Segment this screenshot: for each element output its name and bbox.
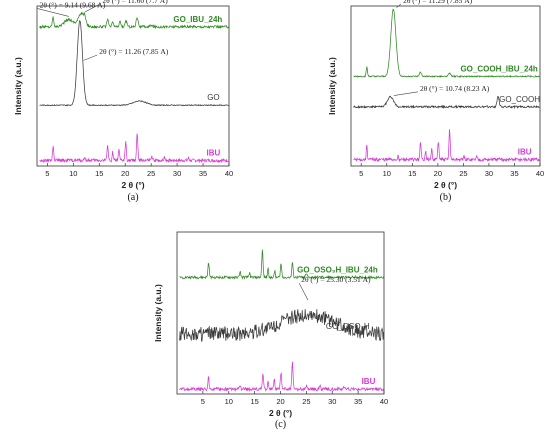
x-tick-label: 30	[485, 169, 493, 178]
panel-b: 5 10 15 20 25 30 35 40 2 θ (°) Intensity (a.u.) GO…	[327, 0, 544, 203]
series-line-go-cooh	[353, 95, 541, 110]
x-tick-label: 40	[380, 397, 388, 406]
x-tick-label: 25	[459, 169, 467, 178]
series-line-go-ibu-24h	[39, 11, 230, 30]
x-tick-label: 35	[199, 169, 207, 178]
series-line-go-oso-h-ibu-24h	[179, 249, 385, 280]
peak-annotation: 2θ (°) = 11.60 (7.7 A)	[102, 0, 168, 5]
panel-a: 5 10 15 20 25 30 35 40 2 θ (°) Intensity (a.u.) GO…	[13, 0, 233, 203]
panel-caption: (c)	[275, 419, 286, 430]
annotation-arrow	[298, 283, 309, 301]
x-axis-label: 2 θ (°)	[121, 180, 144, 190]
panel-c: 5 10 15 20 25 30 35 40 2 θ (°) Intensity (a.u.) GO…	[153, 231, 388, 430]
x-tick-label: 15	[250, 397, 258, 406]
x-tick-label: 25	[147, 169, 155, 178]
series-label: IBU	[362, 377, 376, 386]
x-tick-label: 15	[408, 169, 416, 178]
x-axis-label: 2 θ (°)	[269, 408, 292, 418]
annotation-arrow	[37, 8, 69, 17]
peak-annotation: 2θ (°) = 25.30 (3.51 A)	[301, 275, 371, 284]
panel-caption: (a)	[127, 192, 138, 203]
x-tick-label: 25	[302, 397, 310, 406]
x-tick-label: 10	[383, 169, 391, 178]
y-axis-label: Intensity (a.u.)	[153, 284, 163, 342]
series-line-go-cooh-ibu-24h	[353, 8, 541, 78]
x-tick-label: 5	[359, 169, 363, 178]
x-tick-label: 35	[510, 169, 518, 178]
x-tick-label: 30	[173, 169, 181, 178]
y-axis-label: Intensity (a.u.)	[13, 57, 23, 115]
series-line-ibu	[179, 361, 385, 393]
peak-annotation: 2θ (°) = 11.29 (7.85 A)	[403, 0, 473, 5]
x-tick-label: 20	[434, 169, 442, 178]
annotation-arrow	[84, 3, 101, 13]
peak-annotation: 2θ (°) = 10.74 (8.23 A)	[420, 84, 490, 93]
x-tick-label: 5	[45, 169, 49, 178]
series-label: GO_OSO₃H	[326, 322, 370, 331]
series-label: GO_COOH	[499, 95, 540, 104]
series-label: IBU	[207, 148, 221, 157]
plot-frame	[176, 231, 385, 395]
series-label: GO_OSO₃H_IBU_24h	[297, 265, 378, 274]
series-line-ibu	[353, 129, 541, 163]
x-tick-label: 20	[276, 397, 284, 406]
x-tick-label: 30	[328, 397, 336, 406]
x-tick-label: 10	[69, 169, 77, 178]
series-line-go-oso-h	[179, 309, 385, 342]
x-tick-label: 35	[354, 397, 362, 406]
x-tick-label: 40	[536, 169, 544, 178]
plot-frame	[350, 5, 541, 167]
annotation-arrow	[393, 91, 419, 96]
series-label: GO_IBU_24h	[173, 15, 222, 24]
series-label: GO	[207, 93, 219, 102]
plot-frame	[36, 5, 230, 167]
x-axis-label: 2 θ (°)	[434, 180, 457, 190]
x-tick-label: 10	[225, 397, 233, 406]
series-label: GO_COOH_IBU_24h	[460, 64, 537, 73]
x-tick-label: 40	[225, 169, 233, 178]
x-tick-label: 15	[95, 169, 103, 178]
peak-annotation: 2θ (°) = 11.26 (7.85 A)	[99, 47, 169, 56]
panel-caption: (b)	[440, 192, 452, 203]
peak-annotation: 2θ (°) = 9.14 (9.68 A)	[40, 1, 106, 10]
annotation-arrow	[83, 54, 98, 61]
y-axis-label: Intensity (a.u.)	[327, 57, 337, 115]
series-label: IBU	[518, 148, 532, 157]
series-line-go	[39, 20, 230, 107]
x-tick-label: 20	[121, 169, 129, 178]
series-line-ibu	[39, 133, 230, 164]
x-tick-label: 5	[201, 397, 205, 406]
annotation-arrow	[396, 3, 402, 8]
